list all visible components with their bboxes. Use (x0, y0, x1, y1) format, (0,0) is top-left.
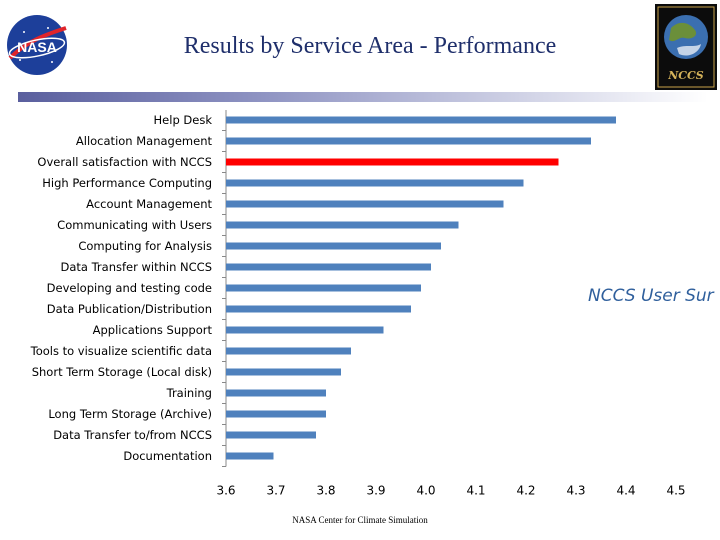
category-label: Data Transfer within NCCS (60, 260, 212, 274)
page-title: Results by Service Area - Performance (183, 33, 557, 59)
bar (226, 137, 591, 145)
x-tick-label: 3.6 (216, 484, 235, 498)
title-divider (18, 92, 708, 102)
bar (226, 389, 326, 397)
bar-chart: Help Desk Allocation Management Overall sa… (30, 110, 686, 498)
x-tick-label: 4.2 (516, 484, 535, 498)
bar (226, 368, 341, 376)
nasa-logo-text: NASA (17, 39, 57, 55)
category-label: Short Term Storage (Local disk) (32, 365, 212, 379)
category-label: Allocation Management (76, 134, 213, 148)
category-label: Tools to visualize scientific data (30, 344, 212, 358)
nccs-logo-text: NCCS (667, 69, 704, 82)
footer-text: NASA Center for Climate Simulation (292, 515, 428, 525)
x-tick-label: 3.8 (316, 484, 335, 498)
category-label: Data Publication/Distribution (47, 302, 212, 316)
category-label: Documentation (123, 449, 212, 463)
bar (226, 410, 326, 418)
x-tick-label: 3.7 (266, 484, 285, 498)
x-tick-label: 4.4 (616, 484, 635, 498)
x-tick-label: 4.1 (466, 484, 485, 498)
category-label: Training (166, 386, 212, 400)
x-tick-label: 3.9 (366, 484, 385, 498)
bar (226, 221, 459, 229)
bar (226, 326, 384, 334)
category-label: Help Desk (154, 113, 213, 127)
category-label: Account Management (86, 197, 212, 211)
bar (226, 431, 316, 439)
bar (226, 284, 421, 292)
category-label: Long Term Storage (Archive) (48, 407, 212, 421)
bar (226, 242, 441, 250)
bar (226, 263, 431, 271)
bar (226, 305, 411, 313)
nccs-logo: NCCS (655, 4, 717, 90)
category-label: Data Transfer to/from NCCS (53, 428, 212, 442)
x-tick-label: 4.3 (566, 484, 585, 498)
bar (226, 116, 616, 124)
category-label: Computing for Analysis (78, 239, 212, 253)
bar (226, 452, 274, 460)
bar (226, 347, 351, 355)
watermark-text: NCCS User Sur (588, 286, 714, 306)
category-label: Communicating with Users (57, 218, 212, 232)
nasa-logo: NASA (7, 15, 67, 75)
x-tick-label: 4.5 (666, 484, 685, 498)
category-label: Overall satisfaction with NCCS (37, 155, 212, 169)
bar (226, 179, 524, 187)
x-tick-label: 4.0 (416, 484, 435, 498)
category-label: Developing and testing code (47, 281, 212, 295)
category-label: Applications Support (93, 323, 213, 337)
bar (226, 158, 559, 166)
bar (226, 200, 504, 208)
category-label: High Performance Computing (42, 176, 212, 190)
